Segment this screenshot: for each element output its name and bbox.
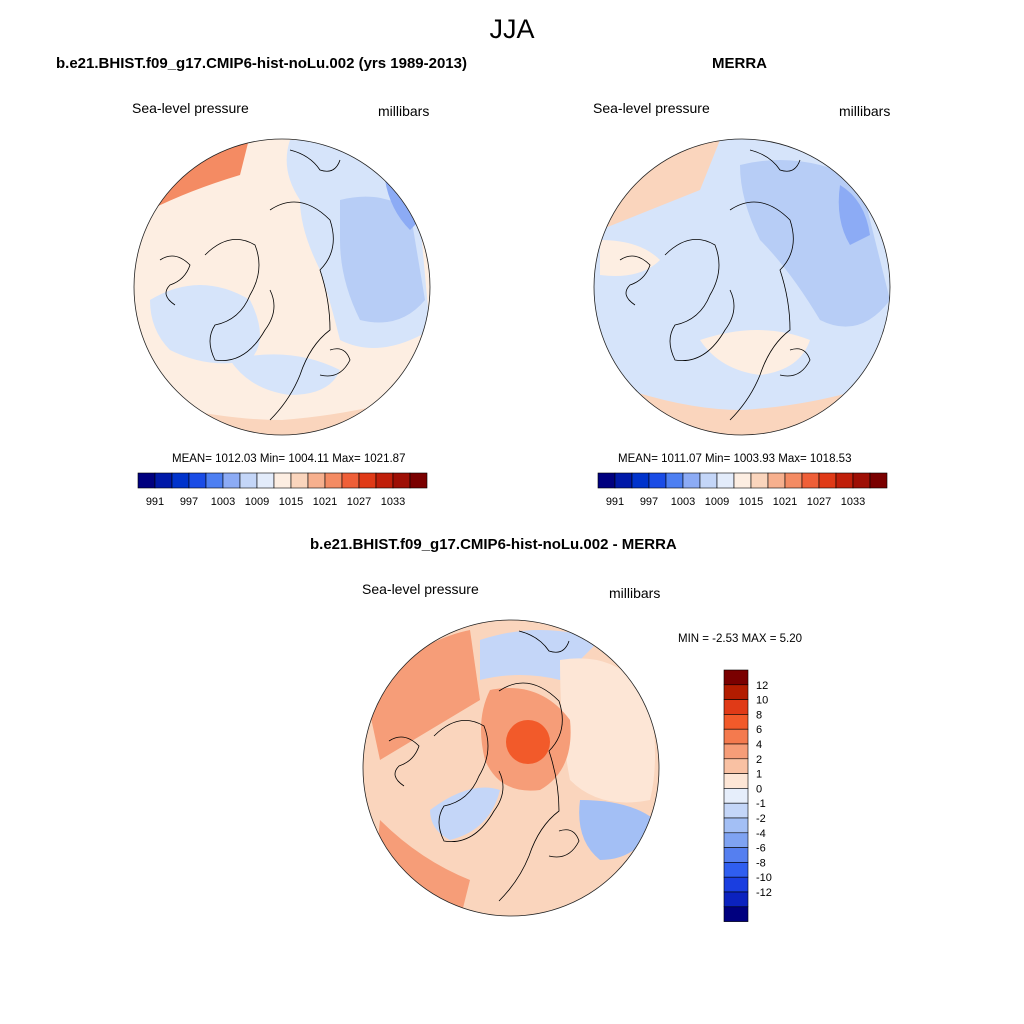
- diff-colorbar-box: [723, 684, 749, 700]
- obs-colorbar-boxes: [597, 472, 888, 489]
- diff-colorbar-box: [723, 876, 749, 893]
- diff-colorbar-tick-label: 8: [756, 709, 762, 721]
- diff-colorbar-tick-label: 2: [756, 754, 762, 766]
- diff-colorbar-tick-label: -10: [756, 872, 772, 884]
- diff-colorbar-box: [723, 714, 749, 730]
- diff-colorbar-box: [723, 862, 749, 878]
- panel-model-units: millibars: [378, 103, 430, 119]
- diff-colorbar-box: [723, 788, 749, 804]
- model-colorbar-tick-label: 1033: [381, 496, 405, 508]
- obs-map-fill: [594, 139, 890, 435]
- panel-obs-stats: MEAN= 1011.07 Min= 1003.93 Max= 1018.53: [618, 453, 852, 465]
- diff-map-fill: [363, 620, 659, 916]
- obs-coastlines: [619, 149, 811, 421]
- model-colorbar-tick-label: 1021: [313, 496, 337, 508]
- panel-diff-stats: MIN = -2.53 MAX = 5.20: [678, 633, 803, 645]
- diff-colorbar-box: [723, 728, 749, 745]
- obs-colorbar-box: [869, 472, 888, 489]
- panel-model-stats: MEAN= 1012.03 Min= 1004.11 Max= 1021.87: [172, 453, 406, 465]
- model-colorbar-tick-label: 991: [146, 496, 164, 508]
- diff-colorbar-tick-label: -2: [756, 813, 766, 825]
- diff-colorbar-tick-label: 1: [756, 769, 762, 781]
- diff-colorbar-box: [723, 847, 749, 863]
- panel-model-variable: Sea-level pressure: [132, 100, 249, 116]
- obs-colorbar-tick-label: 1021: [773, 496, 797, 508]
- figure-title: JJA: [489, 14, 535, 44]
- model-coastlines: [159, 149, 351, 421]
- diff-colorbar-tick-label: -4: [756, 828, 766, 840]
- model-colorbar-tick-label: 997: [180, 496, 198, 508]
- obs-colorbar-tick-label: 1033: [841, 496, 865, 508]
- diff-colorbar-tick-label: 0: [756, 783, 762, 795]
- panel-diff-units: millibars: [609, 585, 661, 601]
- model-colorbar-ticks: 991 997 1003 1009 1015 1021 1027 1033: [146, 496, 405, 508]
- diff-colorbar-tick-label: 6: [756, 724, 762, 736]
- diff-colorbar-box: [723, 906, 749, 922]
- obs-colorbar-tick-label: 1027: [807, 496, 831, 508]
- diff-colorbar-box: [723, 817, 749, 834]
- panel-diff-title: b.e21.BHIST.f09_g17.CMIP6-hist-noLu.002 …: [310, 536, 677, 553]
- diff-colorbar-box: [723, 758, 749, 774]
- obs-colorbar-tick-label: 1015: [739, 496, 763, 508]
- model-colorbar-boxes: [137, 472, 428, 489]
- panel-diff-variable: Sea-level pressure: [362, 581, 479, 597]
- obs-colorbar-tick-label: 1003: [671, 496, 695, 508]
- model-map-fill: [134, 139, 430, 435]
- diff-coastlines: [388, 630, 580, 902]
- model-colorbar-box: [409, 472, 428, 489]
- panel-obs-variable: Sea-level pressure: [593, 100, 710, 116]
- diff-colorbar-box: [723, 832, 749, 848]
- diff-colorbar-box: [723, 743, 749, 760]
- diff-colorbar-tick-label: -12: [756, 887, 772, 899]
- obs-colorbar-ticks: 991 997 1003 1009 1015 1021 1027 1033: [606, 496, 865, 508]
- diff-colorbar-tick-label: -6: [756, 843, 766, 855]
- diff-colorbar-tick-label: -8: [756, 857, 766, 869]
- diff-colorbar-boxes: [723, 669, 749, 922]
- panel-model-title: b.e21.BHIST.f09_g17.CMIP6-hist-noLu.002 …: [56, 55, 467, 72]
- diff-colorbar-box: [723, 891, 749, 908]
- diff-colorbar-box: [723, 669, 749, 686]
- model-colorbar-tick-label: 1027: [347, 496, 371, 508]
- diff-colorbar-box: [723, 773, 749, 789]
- diff-colorbar-tick-label: 4: [756, 739, 762, 751]
- diff-colorbar-tick-label: 10: [756, 695, 768, 707]
- diff-colorbar-box: [723, 802, 749, 819]
- panel-obs-units: millibars: [839, 103, 891, 119]
- model-colorbar-tick-label: 1009: [245, 496, 269, 508]
- obs-colorbar-tick-label: 991: [606, 496, 624, 508]
- obs-colorbar-tick-label: 997: [640, 496, 658, 508]
- model-colorbar-tick-label: 1003: [211, 496, 235, 508]
- diff-colorbar-tick-label: 12: [756, 680, 768, 692]
- obs-colorbar-tick-label: 1009: [705, 496, 729, 508]
- model-colorbar-tick-label: 1015: [279, 496, 303, 508]
- diff-colorbar-box: [723, 699, 749, 715]
- diff-colorbar-tick-label: -1: [756, 798, 766, 810]
- panel-obs-title: MERRA: [712, 55, 767, 72]
